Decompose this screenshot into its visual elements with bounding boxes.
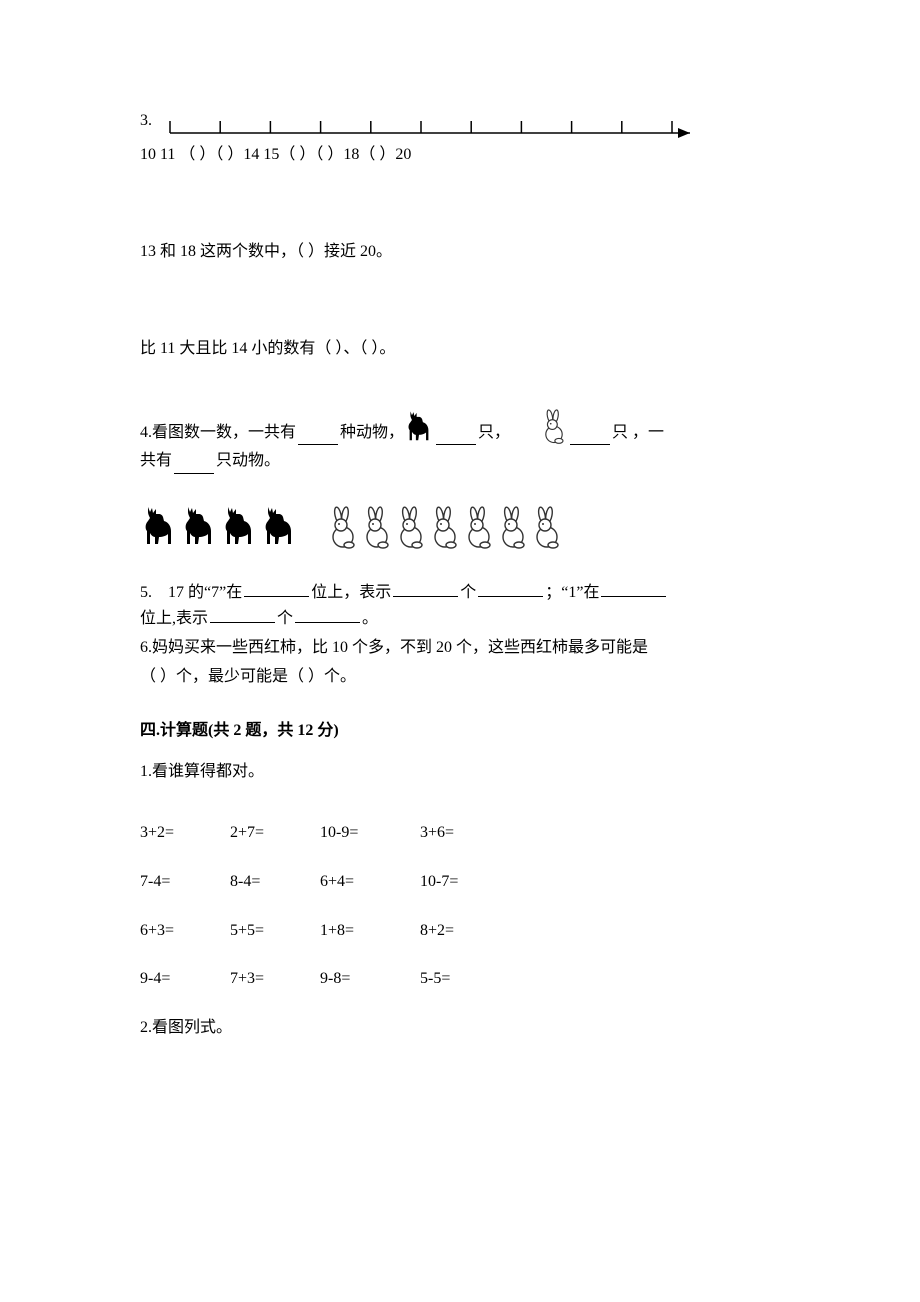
q3-number: 3. xyxy=(140,109,152,134)
blank xyxy=(298,428,338,445)
s4-q1-title: 1.看谁算得都对。 xyxy=(140,760,920,785)
number-line xyxy=(156,105,696,143)
rabbit-icon xyxy=(326,506,360,550)
q3-line2: 13 和 18 这两个数中，（ ）接近 20。 xyxy=(140,240,920,265)
rabbit-icon xyxy=(360,506,394,550)
q3-line3: 比 11 大且比 14 小的数有（ ）、（ ）。 xyxy=(140,337,920,362)
deer-icon xyxy=(260,504,298,550)
blank xyxy=(570,428,610,445)
calc-cell: 10-7= xyxy=(420,870,520,895)
calc-cell: 1+8= xyxy=(320,919,420,944)
q4-l2-suffix: 只动物。 xyxy=(216,449,280,474)
s4-q2-title: 2.看图列式。 xyxy=(140,1016,920,1041)
q4-mid3: 只 ，一 xyxy=(612,421,664,446)
blank xyxy=(601,580,666,597)
q6-line2: （ ）个，最少可能是（ ）个。 xyxy=(140,665,920,690)
rabbit-icon xyxy=(496,506,530,550)
rabbit-group xyxy=(326,506,564,550)
deer-group xyxy=(140,504,298,550)
q6: 6.妈妈买来一些西红柿，比 10 个多，不到 20 个，这些西红柿最多可能是 （… xyxy=(140,636,920,690)
rabbit-icon xyxy=(540,409,568,445)
calc-cell: 3+2= xyxy=(140,821,230,846)
calc-cell: 9-4= xyxy=(140,967,230,992)
deer-icon xyxy=(140,504,178,550)
q3-labels: 10 11 （ ）（ ）14 15（ ）（ ）18（ ）20 xyxy=(140,143,920,168)
rabbit-icon xyxy=(428,506,462,550)
section4-heading: 四.计算题(共 2 题，共 12 分) xyxy=(140,719,920,744)
calc-cell: 5+5= xyxy=(230,919,320,944)
calc-cell: 7-4= xyxy=(140,870,230,895)
deer-icon xyxy=(220,504,258,550)
animal-row xyxy=(140,504,920,550)
rabbit-icon xyxy=(530,506,564,550)
blank xyxy=(244,580,309,597)
q4-prefix: 4.看图数一数，一共有 xyxy=(140,421,296,446)
q3-row: 3. xyxy=(140,105,920,143)
q4-line2: 共有 只动物。 xyxy=(140,449,920,474)
calc-cell: 3+6= xyxy=(420,821,520,846)
rabbit-icon xyxy=(462,506,496,550)
calc-cell: 6+3= xyxy=(140,919,230,944)
q6-line1: 6.妈妈买来一些西红柿，比 10 个多，不到 20 个，这些西红柿最多可能是 xyxy=(140,636,920,661)
blank xyxy=(478,580,543,597)
blank xyxy=(174,457,214,474)
blank xyxy=(436,428,476,445)
blank xyxy=(295,606,360,623)
calc-grid: 3+2=2+7=10-9=3+6= 7-4=8-4=6+4=10-7= 6+3=5+… xyxy=(140,821,920,992)
q4-mid1: 种动物， xyxy=(340,421,404,446)
rabbit-icon xyxy=(394,506,428,550)
blank xyxy=(393,580,458,597)
calc-cell: 2+7= xyxy=(230,821,320,846)
deer-icon xyxy=(180,504,218,550)
calc-cell: 6+4= xyxy=(320,870,420,895)
calc-cell: 8+2= xyxy=(420,919,520,944)
q4-line1: 4.看图数一数，一共有 种动物， 只， 只 ，一 xyxy=(140,409,920,445)
calc-cell: 5-5= xyxy=(420,967,520,992)
q5: 5. 17 的“7”在位上，表示个；“1”在位上,表示个。 xyxy=(140,580,920,632)
q4-l2-prefix: 共有 xyxy=(140,449,172,474)
calc-cell: 7+3= xyxy=(230,967,320,992)
calc-cell: 10-9= xyxy=(320,821,420,846)
calc-cell: 9-8= xyxy=(320,967,420,992)
blank xyxy=(210,606,275,623)
deer-icon xyxy=(404,409,434,445)
q4-mid2: 只， xyxy=(478,421,510,446)
calc-cell: 8-4= xyxy=(230,870,320,895)
q5-text: 5. 17 的“7”在位上，表示个；“1”在位上,表示个。 xyxy=(140,580,920,632)
